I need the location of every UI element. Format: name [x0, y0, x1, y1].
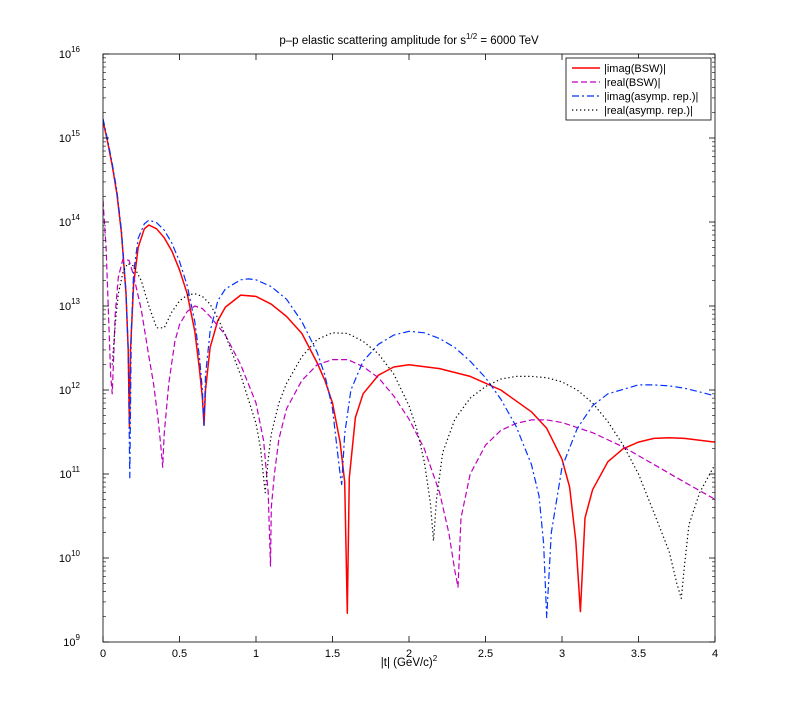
y-tick-base: 10: [59, 133, 71, 145]
y-tick-exponent: 13: [71, 297, 80, 306]
title-prefix: p–p elastic scattering amplitude for s: [279, 35, 466, 47]
series-line-real-bsw: [103, 200, 715, 588]
x-tick-label: 2: [406, 648, 412, 660]
x-axis-label-main: |t| (GeV/c): [381, 657, 433, 669]
x-tick-label: 4: [712, 648, 718, 660]
y-tick-exponent: 10: [71, 549, 80, 558]
title-suffix: = 6000 TeV: [477, 35, 539, 47]
y-tick-exponent: 14: [71, 213, 80, 222]
y-tick-label: 1015: [59, 129, 81, 145]
y-tick-label: 1010: [59, 549, 81, 565]
y-tick-label: 1012: [59, 381, 81, 397]
x-tick-label: 3: [559, 648, 565, 660]
y-tick-label: 1013: [59, 297, 81, 313]
x-axis: 0 0.5 1 1.5 2 2.5 3 3.5 4: [100, 54, 718, 660]
y-tick-exponent: 15: [71, 129, 80, 138]
y-tick-base: 10: [63, 637, 75, 649]
y-tick-base: 10: [59, 217, 71, 229]
y-tick-base: 10: [59, 49, 71, 61]
series-line-imag-bsw: [103, 120, 715, 614]
x-tick-label: 1.5: [325, 648, 340, 660]
x-axis-label-superscript: 2: [433, 654, 438, 663]
series-line-imag-asymp: [103, 118, 715, 619]
x-axis-label-text: |t| (GeV/c)2: [381, 654, 438, 669]
legend: |imag(BSW)| |real(BSW)| |imag(asymp. rep.)…: [565, 57, 712, 121]
x-tick-label: 1: [253, 648, 259, 660]
y-tick-exponent: 9: [76, 633, 81, 642]
y-tick-label: 1011: [59, 465, 80, 481]
y-tick-exponent: 16: [71, 45, 80, 54]
y-tick-exponent: 11: [72, 465, 81, 474]
y-tick-label: 109: [63, 633, 80, 649]
x-axis-label: |t| (GeV/c)2: [381, 654, 438, 669]
legend-label-real-bsw: |real(BSW)|: [604, 77, 660, 89]
y-tick-base: 10: [59, 301, 71, 313]
y-tick-exponent: 12: [71, 381, 80, 390]
y-tick-label: 1014: [59, 213, 81, 229]
chart-title: p–p elastic scattering amplitude for s1/…: [279, 32, 539, 47]
y-tick-base: 10: [59, 385, 71, 397]
x-tick-label: 3.5: [631, 648, 646, 660]
y-tick-base: 10: [59, 553, 71, 565]
chart-title-text: p–p elastic scattering amplitude for s1/…: [279, 32, 539, 47]
title-superscript: 1/2: [466, 32, 478, 41]
series-layer: [103, 118, 715, 619]
x-tick-label: 0.5: [172, 648, 187, 660]
x-tick-label: 2.5: [478, 648, 493, 660]
legend-label-imag-asymp: |imag(asymp. rep.)|: [604, 91, 698, 103]
legend-label-imag-bsw: |imag(BSW)|: [604, 63, 666, 75]
y-tick-base: 10: [59, 469, 71, 481]
legend-label-real-asymp: |real(asymp. rep.)|: [604, 105, 693, 117]
x-tick-label: 0: [100, 648, 106, 660]
y-tick-label: 1016: [59, 45, 81, 61]
